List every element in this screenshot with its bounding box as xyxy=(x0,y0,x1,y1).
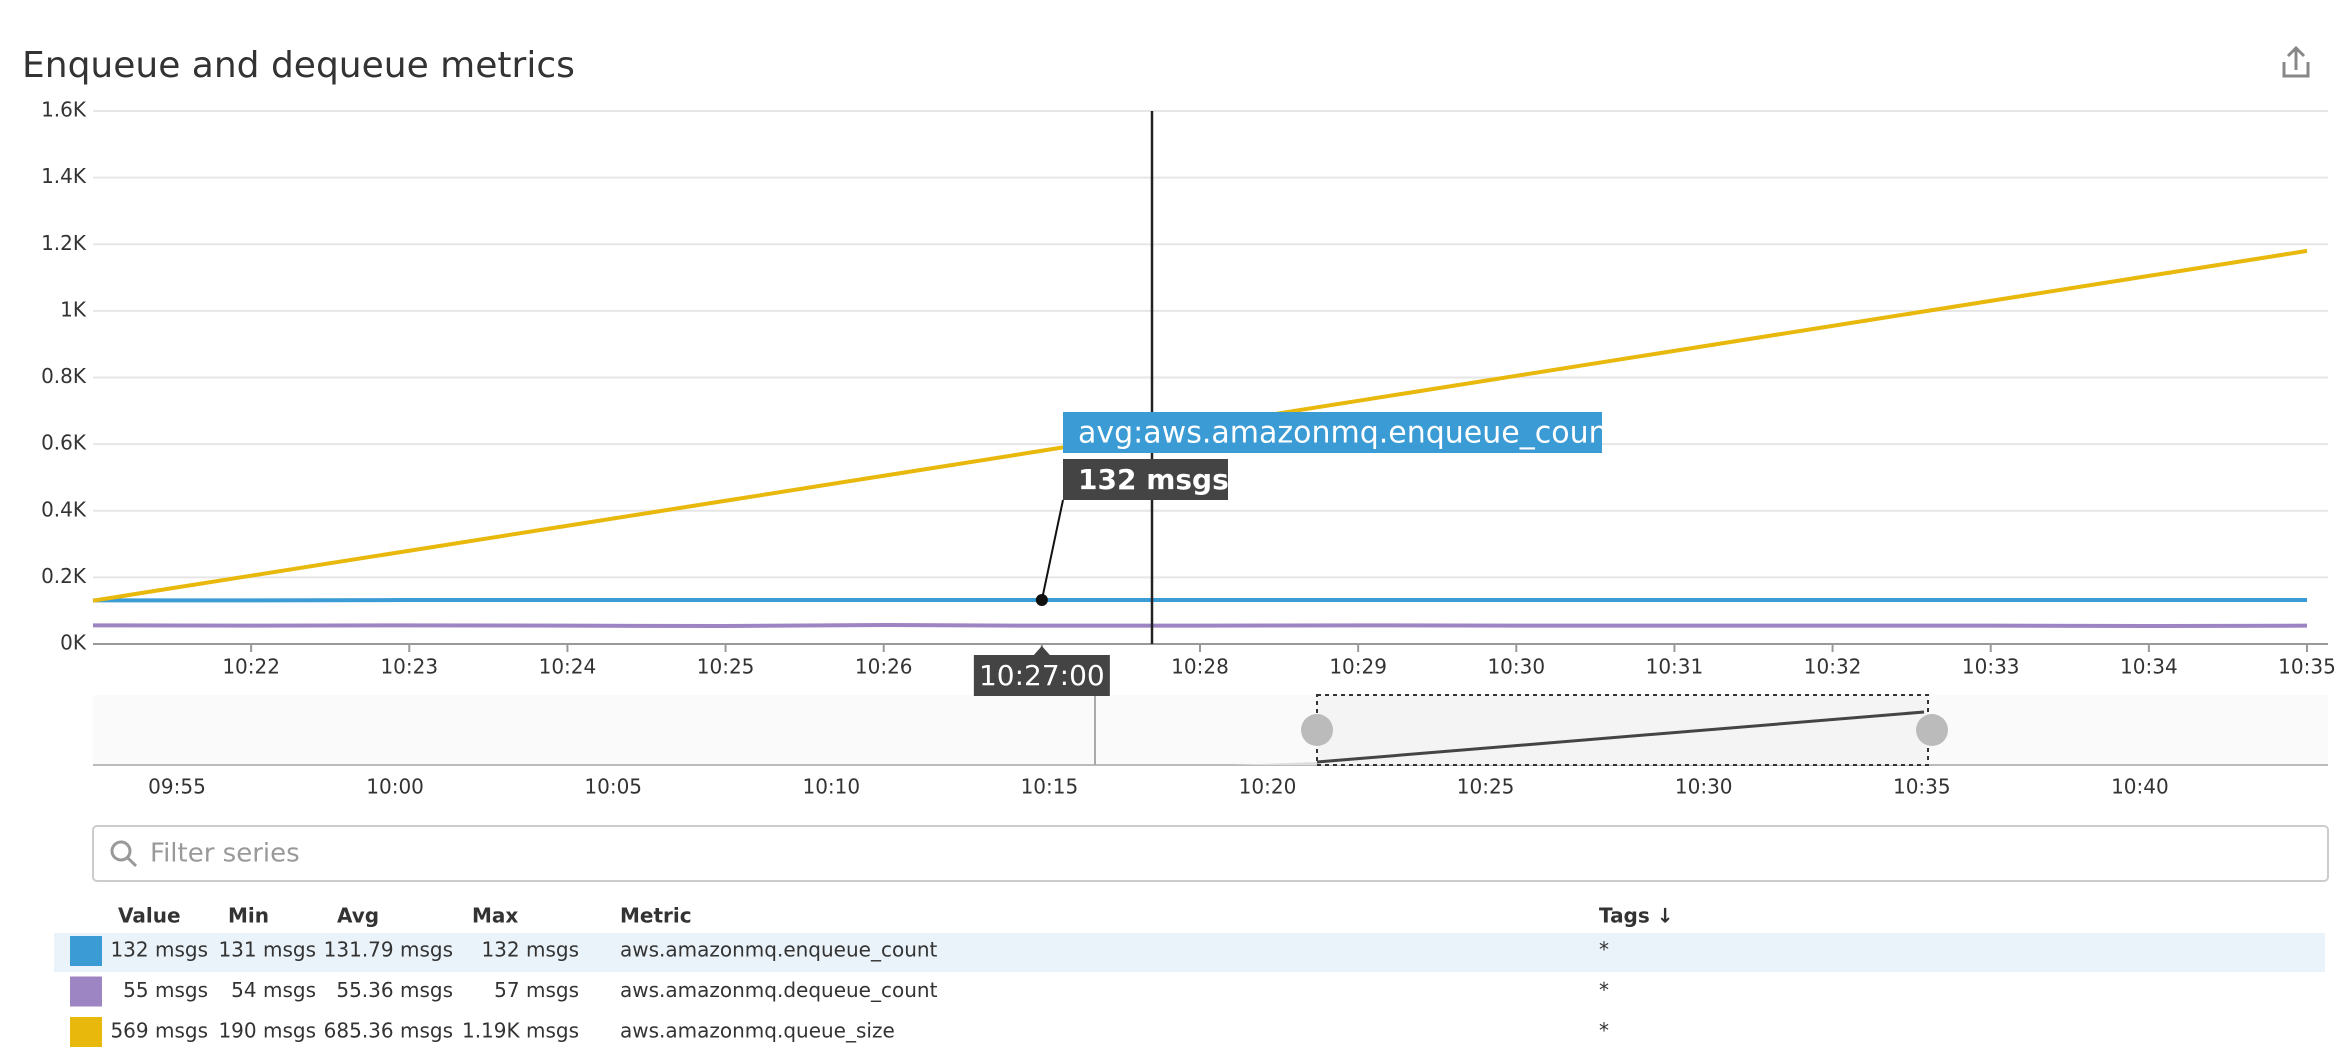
series-line xyxy=(92,623,2308,629)
filter-input[interactable] xyxy=(92,825,2329,882)
share-icon[interactable] xyxy=(2282,45,2310,78)
navigator-tick-label: 10:25 xyxy=(1457,775,1515,799)
table-cell: * xyxy=(1599,978,1609,1002)
tooltip-connector xyxy=(1040,499,1064,601)
navigator-tick-label: 10:40 xyxy=(2111,775,2169,799)
y-tick-label: 1.2K xyxy=(41,231,87,255)
table-cell: 55 msgs xyxy=(123,978,208,1002)
x-tick-label: 10:24 xyxy=(539,655,597,679)
table-header: Tags ↓ xyxy=(1599,904,1674,928)
y-tick-label: 0.6K xyxy=(41,431,87,455)
y-tick-label: 1K xyxy=(60,297,87,321)
x-tick-label: 10:23 xyxy=(380,655,438,679)
table-cell: 131 msgs xyxy=(218,938,316,962)
table-cell: aws.amazonmq.queue_size xyxy=(620,1019,895,1043)
chart-title: Enqueue and dequeue metrics xyxy=(22,45,575,86)
x-tick-label: 10:31 xyxy=(1646,655,1704,679)
table-cell: 132 msgs xyxy=(110,938,208,962)
x-tick-label: 10:35 xyxy=(2278,655,2336,679)
table-cell: * xyxy=(1599,938,1609,962)
x-tick-label: 10:26 xyxy=(855,655,913,679)
table-cell: 1.19K msgs xyxy=(462,1019,579,1043)
tooltip-value-box xyxy=(1063,459,1228,500)
table-cell: 131.79 msgs xyxy=(324,938,453,962)
time-box xyxy=(973,655,1110,696)
row-highlight xyxy=(54,933,2325,972)
x-tick-label: 10:22 xyxy=(222,655,280,679)
y-tick-label: 0K xyxy=(60,631,87,655)
table-cell: 685.36 msgs xyxy=(324,1019,453,1043)
navigator-line xyxy=(1316,710,1925,764)
table-cell: 132 msgs xyxy=(481,938,579,962)
table-cell: aws.amazonmq.dequeue_count xyxy=(620,978,938,1002)
table-cell: 569 msgs xyxy=(110,1019,208,1043)
filter-placeholder: Filter series xyxy=(150,839,300,869)
table-cell: * xyxy=(1599,1019,1609,1043)
navigator-tick-label: 10:00 xyxy=(366,775,424,799)
navigator-tick-label: 09:55 xyxy=(148,775,206,799)
x-tick-label: 10:25 xyxy=(697,655,755,679)
series-swatch xyxy=(70,1017,102,1047)
table-cell: 54 msgs xyxy=(231,978,316,1002)
navigator-bg xyxy=(93,695,2328,765)
navigator-tick-label: 10:05 xyxy=(584,775,642,799)
time-label: 10:27:00 xyxy=(979,659,1105,692)
search-icon-handle xyxy=(126,856,138,868)
x-tick-label: 10:34 xyxy=(2120,655,2178,679)
x-tick-label: 10:30 xyxy=(1487,655,1545,679)
y-tick-label: 0.2K xyxy=(41,564,87,588)
search-icon xyxy=(110,840,132,862)
tooltip-series-box xyxy=(1063,412,1602,453)
table-cell: 190 msgs xyxy=(218,1019,316,1043)
x-tick-label: 10:29 xyxy=(1329,655,1387,679)
brush-handle-right[interactable] xyxy=(1916,714,1948,746)
table-header: Metric xyxy=(620,904,692,928)
navigator-tick-label: 10:30 xyxy=(1675,775,1733,799)
table-header: Min xyxy=(228,904,269,928)
tooltip-series: avg:aws.amazonmq.enqueue_count xyxy=(1078,416,1620,451)
share-box xyxy=(2282,62,2310,78)
navigator-tick-label: 10:35 xyxy=(1893,775,1951,799)
table-cell: 55.36 msgs xyxy=(336,978,453,1002)
x-tick-label: 10:33 xyxy=(1962,655,2020,679)
y-tick-label: 1.4K xyxy=(41,164,87,188)
table-cell: 57 msgs xyxy=(494,978,579,1002)
brush-handle-left[interactable] xyxy=(1301,714,1333,746)
table-header: Max xyxy=(472,904,518,928)
share-arrow xyxy=(2286,45,2306,70)
table-header: Avg xyxy=(337,904,379,928)
navigator-tick-label: 10:20 xyxy=(1239,775,1297,799)
table-cell: aws.amazonmq.enqueue_count xyxy=(620,938,938,962)
time-pointer xyxy=(1033,646,1050,655)
series-swatch xyxy=(70,976,102,1007)
y-tick-label: 0.4K xyxy=(41,497,87,521)
x-tick-label: 10:28 xyxy=(1171,655,1229,679)
series-swatch xyxy=(70,936,102,966)
y-tick-label: 1.6K xyxy=(41,98,87,122)
x-tick-label: 10:32 xyxy=(1804,655,1862,679)
navigator-tick-label: 10:15 xyxy=(1021,775,1079,799)
table-header: Value xyxy=(118,904,181,928)
tooltip-point xyxy=(1035,594,1048,607)
navigator-tick-label: 10:10 xyxy=(802,775,860,799)
tooltip-value: 132 msgs xyxy=(1078,463,1229,496)
y-tick-label: 0.8K xyxy=(41,364,87,388)
